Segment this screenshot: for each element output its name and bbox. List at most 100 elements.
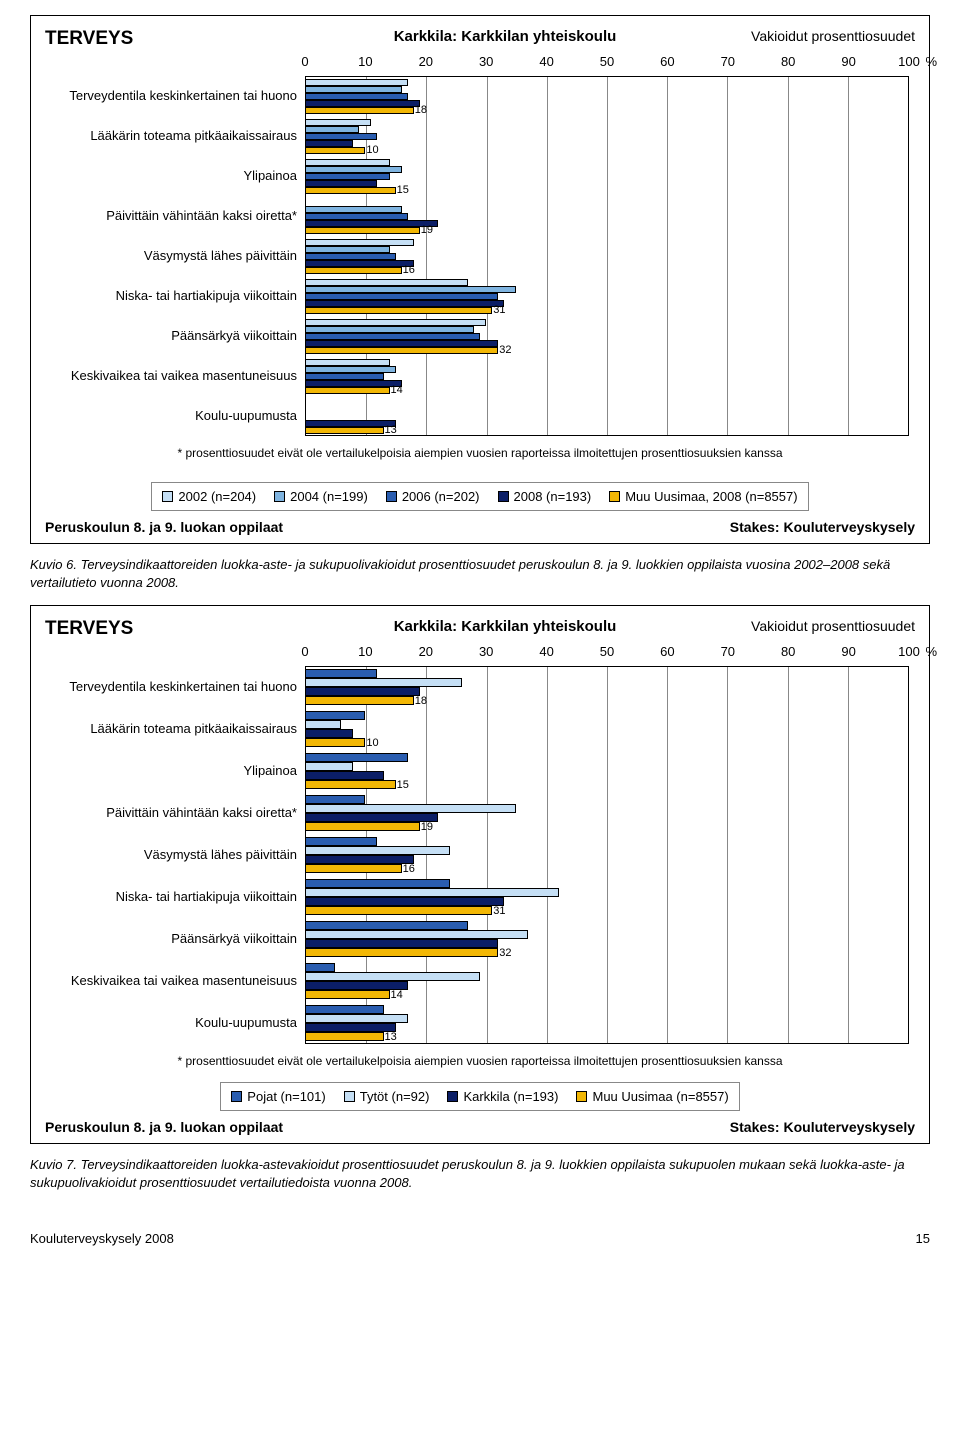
bar: 15 (305, 187, 396, 194)
bar (305, 340, 498, 347)
axis-tick: 10 (358, 644, 372, 659)
category-label: Niska- tai hartiakipuja viikoittain (116, 890, 297, 905)
bar-value-label: 13 (385, 1031, 397, 1043)
caption-1: Kuvio 6. Terveysindikaattoreiden luokka-… (30, 556, 930, 591)
bar (305, 100, 420, 107)
bar (305, 762, 353, 771)
bar-value-label: 14 (391, 989, 403, 1001)
chart-2-footnote: * prosenttiosuudet eivät ole vertailukel… (45, 1054, 915, 1068)
bar (305, 753, 408, 762)
bar (305, 239, 414, 246)
axis-tick: 70 (721, 644, 735, 659)
bar: 16 (305, 864, 402, 873)
bar: 10 (305, 147, 365, 154)
bar (305, 86, 402, 93)
page-footer: Kouluterveyskysely 2008 15 (30, 1231, 930, 1246)
bar: 13 (305, 1032, 384, 1041)
bar (305, 687, 420, 696)
bar (305, 279, 468, 286)
axis-tick: 90 (841, 644, 855, 659)
legend-label: Muu Uusimaa, 2008 (n=8557) (625, 489, 797, 504)
legend-item: Karkkila (n=193) (447, 1089, 558, 1104)
bar-value-label: 19 (421, 224, 433, 236)
axis-tick: 80 (781, 54, 795, 69)
legend-label: 2008 (n=193) (514, 489, 592, 504)
bar (305, 260, 414, 267)
chart-2-legend: Pojat (n=101) Tytöt (n=92) Karkkila (n=193… (220, 1082, 739, 1111)
bar: 14 (305, 387, 390, 394)
bar (305, 79, 408, 86)
axis-tick: 60 (660, 54, 674, 69)
bar (305, 813, 438, 822)
legend-swatch (498, 491, 509, 502)
bar: 13 (305, 427, 384, 434)
bar-value-label: 10 (366, 737, 378, 749)
chart-1-bottom-right: Stakes: Kouluterveyskysely (730, 519, 915, 535)
axis-tick: 20 (419, 644, 433, 659)
bar (305, 380, 402, 387)
bar (305, 1023, 396, 1032)
bar (305, 837, 377, 846)
chart-1-subtitle: Karkkila: Karkkilan yhteiskoulu (394, 28, 617, 45)
chart-2-bottom: Peruskoulun 8. ja 9. luokan oppilaat Sta… (45, 1119, 915, 1135)
bar (305, 771, 384, 780)
bar-value-label: 10 (366, 144, 378, 156)
legend-label: Muu Uusimaa (n=8557) (592, 1089, 728, 1104)
bar-value-label: 31 (493, 905, 505, 917)
axis-tick: 50 (600, 644, 614, 659)
legend-label: Pojat (n=101) (247, 1089, 325, 1104)
bar-value-label: 18 (415, 104, 427, 116)
bar (305, 206, 402, 213)
legend-swatch (386, 491, 397, 502)
bar: 32 (305, 347, 498, 354)
legend-swatch (231, 1091, 242, 1102)
caption-2: Kuvio 7. Terveysindikaattoreiden luokka-… (30, 1156, 930, 1191)
bar (305, 319, 486, 326)
bar-value-label: 15 (397, 779, 409, 791)
bar-value-label: 32 (499, 947, 511, 959)
bar (305, 939, 498, 948)
bar (305, 293, 498, 300)
axis-tick: 40 (539, 644, 553, 659)
legend-swatch (344, 1091, 355, 1102)
category-label: Lääkärin toteama pitkäaikaissairaus (90, 722, 297, 737)
bar-value-label: 32 (499, 344, 511, 356)
bar-value-label: 16 (403, 264, 415, 276)
chart-1-legend: 2002 (n=204)2004 (n=199)2006 (n=202)2008… (151, 482, 808, 511)
axis-tick: 30 (479, 644, 493, 659)
category-label: Päänsärkyä viikoittain (171, 932, 297, 947)
legend-label: 2002 (n=204) (178, 489, 256, 504)
legend-label: 2006 (n=202) (402, 489, 480, 504)
bar (305, 888, 559, 897)
chart-1-footnote: * prosenttiosuudet eivät ole vertailukel… (45, 446, 915, 460)
chart-1-plot: Terveydentila keskinkertainen tai huonoL… (45, 76, 915, 436)
chart-2-axis: 0102030405060708090100 % (45, 644, 915, 664)
bar (305, 420, 396, 427)
legend-item: 2008 (n=193) (498, 489, 592, 504)
axis-tick: 20 (419, 54, 433, 69)
legend-swatch (274, 491, 285, 502)
axis-tick: 60 (660, 644, 674, 659)
legend-item: Muu Uusimaa, 2008 (n=8557) (609, 489, 797, 504)
chart-2-header: TERVEYS Karkkila: Karkkilan yhteiskoulu … (45, 618, 915, 640)
chart-2-bottom-right: Stakes: Kouluterveyskysely (730, 1119, 915, 1135)
bar-value-label: 16 (403, 863, 415, 875)
bar (305, 669, 377, 678)
bar (305, 720, 341, 729)
bar: 19 (305, 822, 420, 831)
legend-item: Tytöt (n=92) (344, 1089, 430, 1104)
bar (305, 140, 353, 147)
category-label: Lääkärin toteama pitkäaikaissairaus (90, 129, 297, 144)
bar: 19 (305, 227, 420, 234)
legend-swatch (576, 1091, 587, 1102)
bar: 14 (305, 990, 390, 999)
bar: 16 (305, 267, 402, 274)
bar (305, 855, 414, 864)
bar (305, 729, 353, 738)
bar: 15 (305, 780, 396, 789)
bar (305, 678, 462, 687)
chart-1-right-label: Vakioidut prosenttiosuudet (705, 28, 915, 44)
bar (305, 930, 528, 939)
bar-value-label: 13 (385, 424, 397, 436)
bar (305, 93, 408, 100)
